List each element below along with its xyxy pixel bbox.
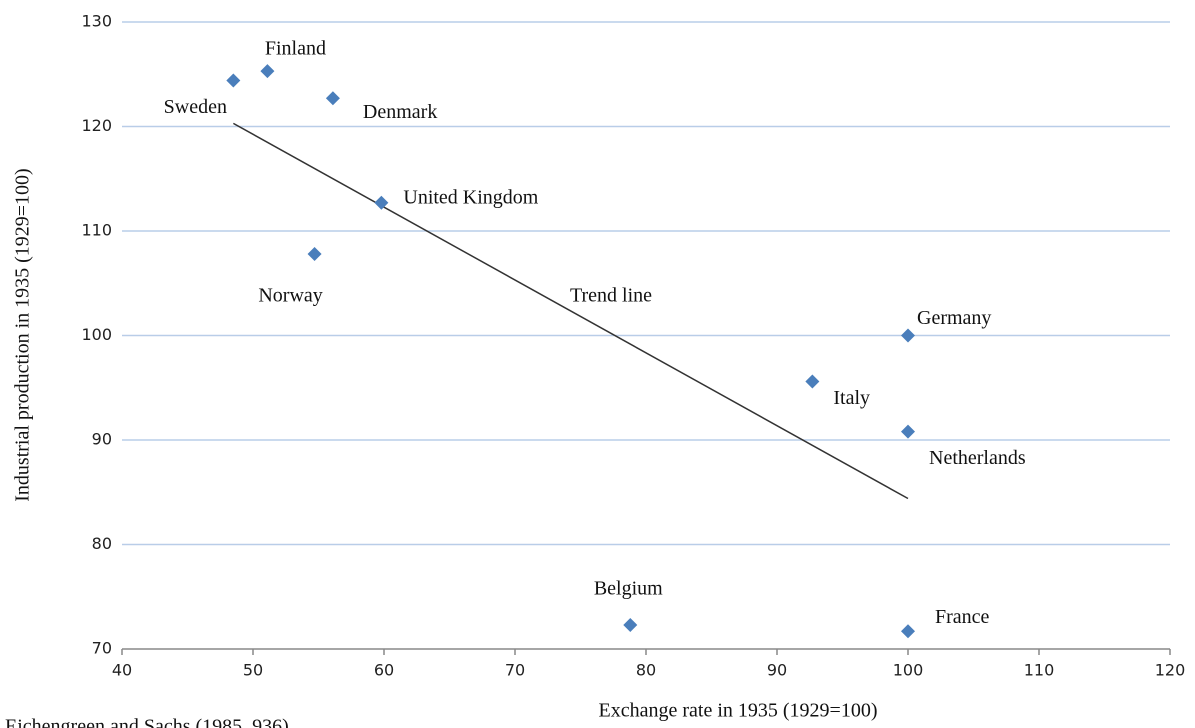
point	[901, 624, 915, 639]
point-label: France	[935, 606, 990, 628]
point	[805, 374, 820, 389]
trend-line	[232, 122, 909, 500]
point-label: Norway	[258, 285, 322, 307]
point	[325, 91, 340, 106]
x-tick-label: 70	[505, 661, 525, 680]
point	[226, 73, 241, 88]
y-tick-label: 80	[92, 534, 112, 553]
y-tick-label: 100	[81, 325, 112, 344]
trend-line-label: Trend line	[570, 285, 652, 307]
x-tick-label: 80	[636, 661, 656, 680]
y-tick-label: 120	[81, 116, 112, 135]
point	[374, 195, 389, 210]
point-label: Sweden	[164, 96, 227, 118]
y-tick-label: 70	[92, 639, 112, 658]
x-tick-label: 40	[112, 661, 132, 680]
x-axis-label: Exchange rate in 1935 (1929=100)	[599, 700, 878, 722]
point	[307, 246, 322, 261]
point-label: Finland	[265, 38, 326, 60]
point	[623, 617, 638, 632]
x-tick-label: 60	[374, 661, 394, 680]
y-tick-label: 90	[92, 430, 112, 449]
x-tick-label: 110	[1024, 661, 1055, 680]
point-label: Germany	[917, 307, 991, 329]
point-label: Netherlands	[929, 447, 1026, 469]
x-tick-label: 90	[767, 661, 787, 680]
x-tick-label: 50	[243, 661, 263, 680]
point	[901, 328, 915, 343]
source-note: Eichengreen and Sachs (1985, 936)	[5, 716, 289, 728]
point-label: Denmark	[363, 101, 437, 123]
y-axis-label: Industrial production in 1935 (1929=100)	[12, 168, 34, 501]
point	[260, 64, 275, 79]
x-tick-label: 100	[893, 661, 924, 680]
y-tick-label: 110	[81, 221, 112, 240]
point	[901, 424, 915, 439]
point-label: Belgium	[594, 578, 663, 600]
point-label: Italy	[833, 387, 870, 409]
x-tick-label: 120	[1155, 661, 1186, 680]
y-tick-label: 130	[81, 12, 112, 31]
point-label: United Kingdom	[403, 186, 538, 208]
